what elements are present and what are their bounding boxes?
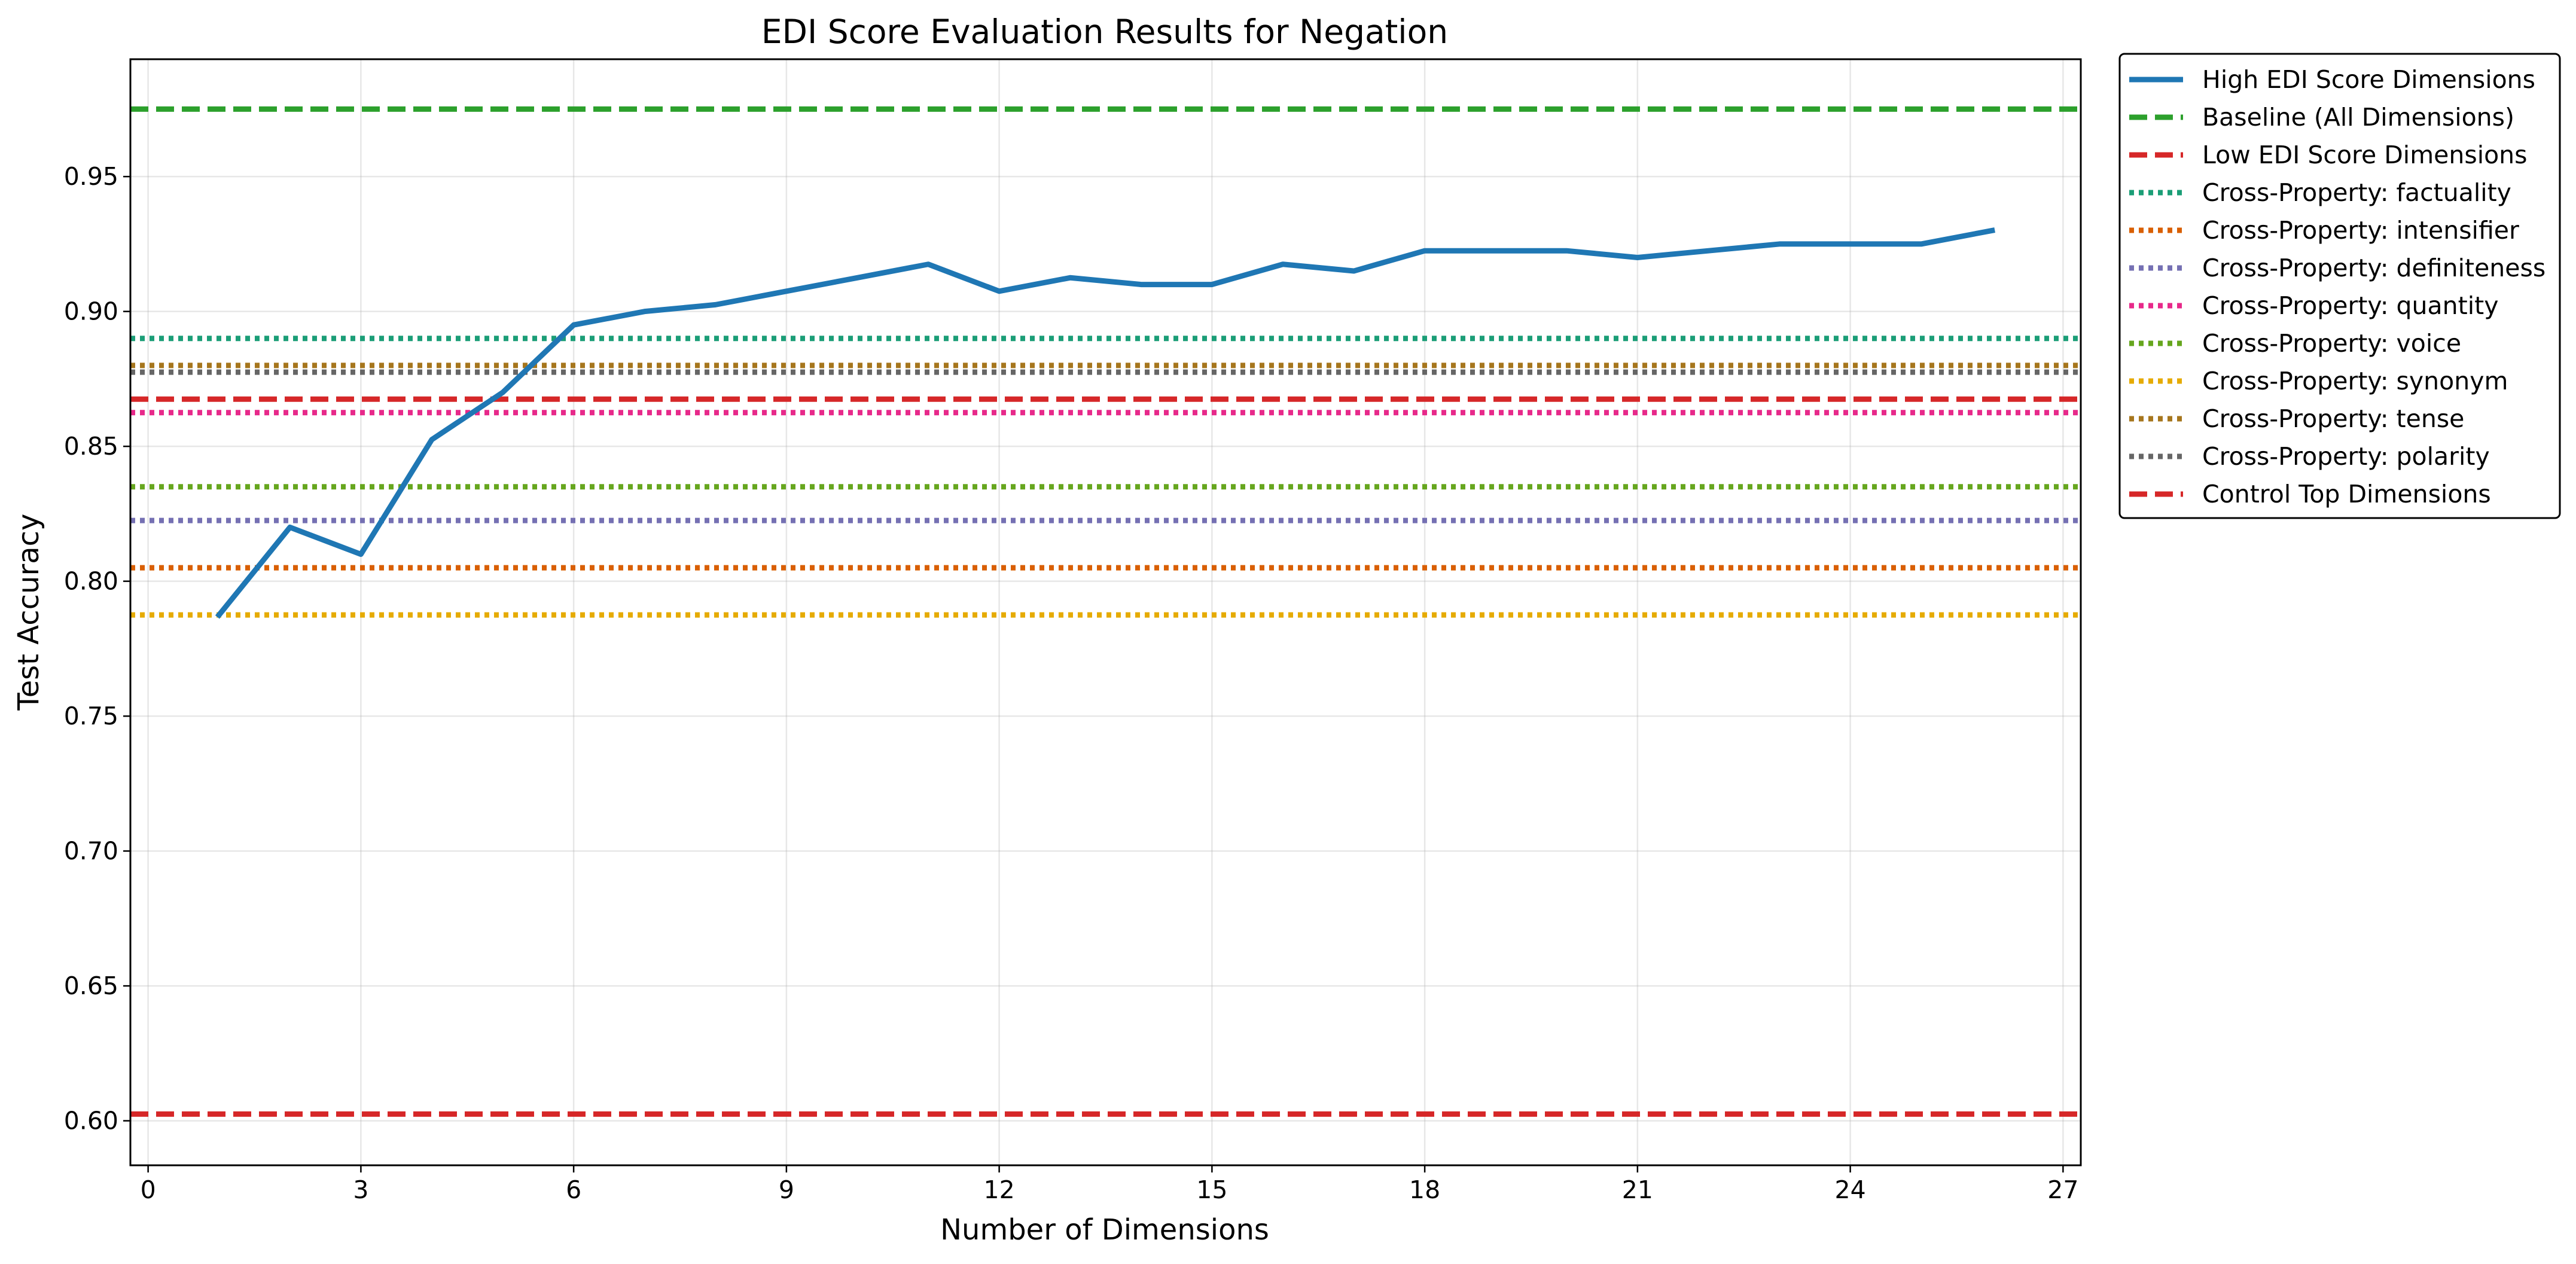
plot-frame: [129, 58, 2082, 1166]
y-tick-label: 0.80: [64, 567, 118, 596]
x-tick-label: 3: [353, 1175, 368, 1204]
y-tick-label: 0.85: [64, 432, 118, 461]
legend-frame: [2118, 53, 2561, 519]
y-tick-label: 0.65: [64, 971, 118, 1000]
legend-label-baseline-all-dimensions: Baseline (All Dimensions): [2202, 103, 2514, 132]
legend-label-cross-property-quantity: Cross-Property: quantity: [2202, 291, 2498, 320]
chart-title: EDI Score Evaluation Results for Negatio…: [761, 13, 1448, 51]
x-tick-label: 15: [1196, 1175, 1227, 1204]
legend-label-cross-property-voice: Cross-Property: voice: [2202, 329, 2461, 358]
y-axis: 0.60 0.65 0.70 0.75 0.80 0.85 0.90 0.95: [64, 162, 130, 1135]
x-tick-label: 12: [984, 1175, 1015, 1204]
x-tick-label: 0: [141, 1175, 156, 1204]
series-line-high-edi-score-dimensions: [215, 227, 1996, 619]
legend-label-cross-property-definiteness: Cross-Property: definiteness: [2202, 254, 2545, 282]
legend-label-cross-property-synonym: Cross-Property: synonym: [2202, 367, 2508, 395]
legend-label-cross-property-factuality: Cross-Property: factuality: [2202, 178, 2511, 207]
legend-label-high-edi-score-dimensions: High EDI Score Dimensions: [2202, 65, 2535, 94]
legend: High EDI Score Dimensions Baseline (All D…: [2118, 53, 2561, 519]
legend-label-low-edi-score-dimensions: Low EDI Score Dimensions: [2202, 141, 2528, 169]
x-tick-label: 9: [779, 1175, 794, 1204]
legend-label-control-top-dimensions: Control Top Dimensions: [2202, 480, 2491, 508]
x-tick-label: 27: [2047, 1175, 2078, 1204]
y-tick-label: 0.75: [64, 702, 118, 730]
x-tick-label: 18: [1409, 1175, 1440, 1204]
plot-lines: [130, 106, 2081, 1117]
y-tick-label: 0.90: [64, 297, 118, 326]
x-axis: 0 3 6 9 12 15 18 21 24 27: [141, 1165, 2078, 1204]
y-tick-label: 0.95: [64, 162, 118, 191]
x-tick-label: 21: [1622, 1175, 1653, 1204]
x-tick-label: 24: [1835, 1175, 1866, 1204]
y-tick-label: 0.60: [64, 1107, 118, 1135]
legend-label-cross-property-polarity: Cross-Property: polarity: [2202, 442, 2490, 471]
y-axis-label: Test Accuracy: [12, 514, 45, 711]
x-tick-label: 6: [566, 1175, 581, 1204]
legend-label-cross-property-intensifier: Cross-Property: intensifier: [2202, 216, 2519, 245]
y-tick-label: 0.70: [64, 837, 118, 866]
legend-label-cross-property-tense: Cross-Property: tense: [2202, 404, 2464, 433]
x-axis-label: Number of Dimensions: [940, 1213, 1269, 1247]
